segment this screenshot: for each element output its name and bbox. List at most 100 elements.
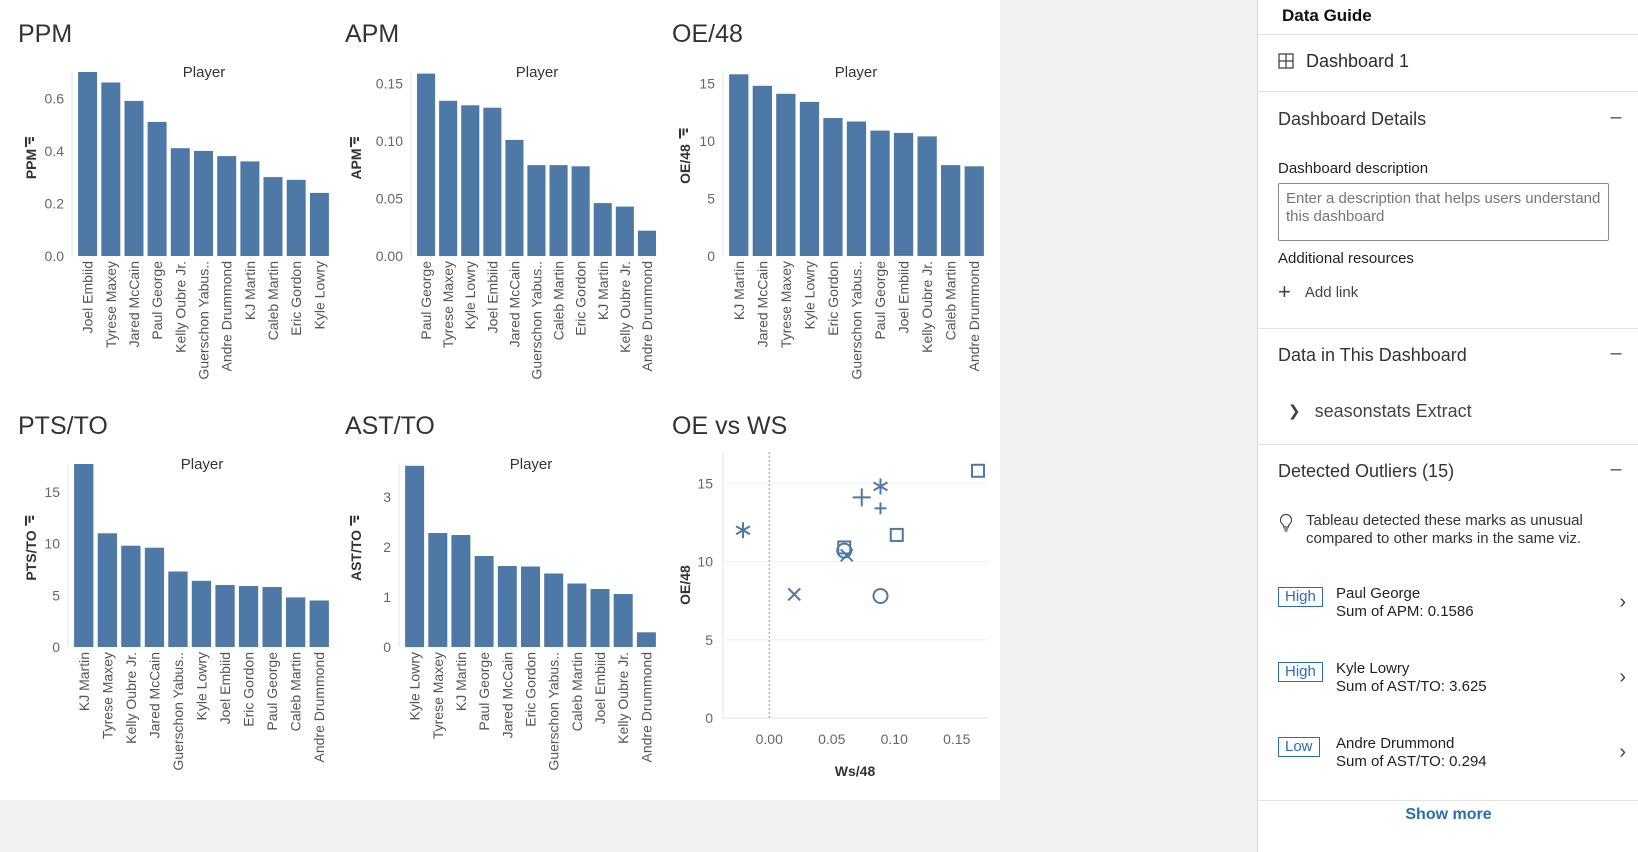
scatter-point [787, 587, 801, 602]
sort-icon [350, 515, 359, 526]
bar [590, 589, 610, 647]
chart-title: APM [345, 20, 399, 48]
outlier-item[interactable]: High Kyle Lowry Sum of AST/TO: 3.625 › [1278, 658, 1628, 702]
bar [776, 93, 796, 256]
y-axis-label: OE/48 [677, 144, 693, 184]
scatter-point [873, 478, 888, 495]
sort-icon [350, 137, 359, 148]
outlier-name: Andre Drummond [1336, 735, 1455, 752]
asterisk-marker-stroke [735, 525, 751, 536]
column-header-player: Player [510, 456, 553, 473]
collapse-outliers-icon[interactable]: – [1610, 458, 1622, 480]
data-source-item[interactable]: ❯ seasonstats Extract [1288, 398, 1472, 424]
x-category-label: KJ Martin [76, 652, 92, 711]
x-category-label: Jared McCain [499, 652, 515, 738]
x-category-label: Caleb Martin [551, 261, 567, 340]
outlier-item[interactable]: Low Andre Drummond Sum of AST/TO: 0.294 … [1278, 733, 1628, 777]
column-header-player: Player [181, 456, 224, 473]
dashboard-charts: PPM Player PPM 0.0 0.2 0.4 0.6 Joel Embiid Tyres… [18, 20, 988, 779]
y-tick-label: 0.10 [376, 133, 403, 149]
x-category-label: Guerschon Yabus.. [196, 261, 212, 380]
show-more-button[interactable]: Show more [1405, 806, 1492, 823]
y-axis-label: OE/48 [677, 565, 693, 605]
y-tick-label: 5 [707, 191, 715, 207]
bar [124, 100, 144, 257]
add-link-label: Add link [1304, 283, 1359, 301]
x-category-label: KJ Martin [242, 261, 258, 320]
scatter-point [836, 542, 853, 559]
bar [194, 150, 213, 256]
bar [451, 535, 471, 647]
x-category-label: Paul George [872, 261, 888, 340]
y-tick-label: 0.6 [45, 90, 65, 106]
outlier-level-badge: High [1278, 662, 1323, 682]
scatter-point [735, 522, 751, 539]
x-category-label: Guerschon Yabus.. [546, 652, 562, 771]
square-marker [971, 463, 985, 478]
y-tick-label: 5 [52, 587, 60, 603]
bar-chart-ppm [78, 72, 329, 257]
bar [752, 85, 772, 256]
dashboard-name: Dashboard 1 [1306, 50, 1410, 71]
bar [521, 566, 540, 647]
outlier-value: Sum of AST/TO: 3.625 [1336, 678, 1487, 695]
x-category-label: Tyrese Maxey [430, 652, 446, 739]
bar [823, 118, 843, 256]
y-tick-label: 0 [705, 710, 713, 726]
scatter-point [889, 527, 904, 542]
bar [729, 74, 749, 256]
additional-resources-label: Additional resources [1278, 250, 1414, 267]
y-tick-label: 5 [705, 632, 713, 648]
column-header-player: Player [516, 64, 559, 81]
divider [1258, 328, 1638, 329]
x-marker-stroke [787, 587, 801, 602]
x-category-label: Andre Drummond [219, 261, 235, 372]
sort-icon-bar [32, 515, 34, 520]
x-category-label: Kelly Oubre Jr. [919, 261, 935, 353]
sort-icon-bar [686, 128, 688, 133]
x-category-label: Kelly Oubre Jr. [123, 652, 139, 744]
bar [544, 573, 564, 647]
bar [549, 165, 568, 256]
sort-icon [679, 128, 688, 139]
description-field[interactable] [1278, 183, 1609, 241]
x-axis-label: Ws/48 [835, 763, 876, 779]
detected-outliers-header: Detected Outliers (15) [1278, 461, 1455, 481]
x-tick-label: 0.15 [943, 731, 970, 747]
x-category-label: Guerschon Yabus.. [529, 261, 545, 380]
bar [461, 105, 480, 256]
y-tick-label: 0.00 [376, 248, 403, 264]
x-category-label: Guerschon Yabus.. [170, 652, 186, 771]
dashboard-link[interactable]: Dashboard 1 [1278, 46, 1409, 76]
collapse-data-icon[interactable]: – [1610, 342, 1622, 364]
bar [567, 583, 587, 647]
x-tick-label: 0.05 [818, 731, 845, 747]
bar [497, 566, 517, 647]
bar [917, 136, 937, 256]
outliers-tip: Tableau detected these marks as unusual … [1278, 512, 1606, 548]
y-tick-label: 10 [44, 536, 60, 552]
circle-marker [836, 542, 853, 559]
y-tick-label: 2 [383, 539, 391, 555]
y-axis-label: APM [348, 148, 364, 179]
bar [144, 547, 165, 647]
x-category-label: Joel Embiid [484, 261, 500, 333]
x-category-label: Eric Gordon [523, 652, 539, 727]
x-category-label: Tyrese Maxey [440, 261, 456, 348]
outlier-level-badge: High [1278, 587, 1323, 607]
data-guide-panel: Data Guide Dashboard 1 Dashboard Details… [1257, 0, 1638, 852]
x-category-label: Eric Gordon [573, 261, 589, 336]
description-label: Dashboard description [1278, 160, 1429, 177]
divider [1258, 444, 1638, 445]
x-category-label: Eric Gordon [241, 652, 257, 727]
bar [846, 121, 867, 256]
circle-marker [872, 587, 889, 604]
x-category-label: Joel Embiid [217, 652, 233, 724]
collapse-details-icon[interactable]: – [1610, 106, 1622, 128]
bar-chart-ptsto [74, 464, 329, 647]
asterisk-marker-stroke [873, 481, 888, 492]
chevron-right-icon: › [1619, 591, 1626, 613]
add-link-button[interactable]: + Add link [1278, 280, 1358, 304]
panel-title: Data Guide [1282, 6, 1372, 25]
outlier-item[interactable]: High Paul George Sum of APM: 0.1586 › [1278, 583, 1628, 627]
